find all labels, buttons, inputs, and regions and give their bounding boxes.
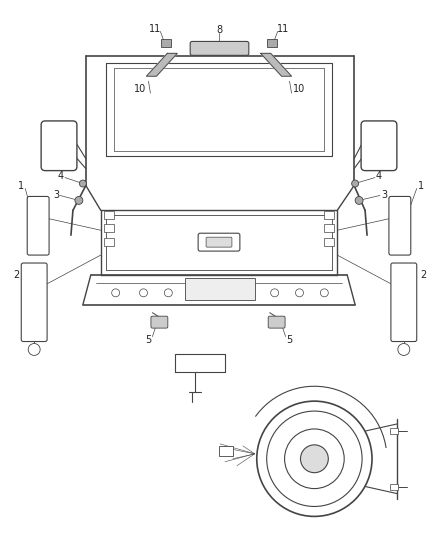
Circle shape bbox=[300, 445, 328, 473]
Text: 11: 11 bbox=[276, 23, 289, 34]
Text: 1: 1 bbox=[18, 181, 25, 190]
Bar bbox=[104, 212, 114, 219]
Text: 10: 10 bbox=[293, 84, 306, 94]
Bar bbox=[324, 212, 334, 219]
Text: 11: 11 bbox=[149, 23, 162, 34]
Circle shape bbox=[218, 289, 226, 297]
Text: 4: 4 bbox=[376, 171, 382, 181]
Bar bbox=[267, 39, 277, 47]
Bar bbox=[324, 238, 334, 246]
Circle shape bbox=[246, 289, 254, 297]
Text: 1: 1 bbox=[418, 181, 424, 190]
Text: 10: 10 bbox=[134, 84, 147, 94]
Circle shape bbox=[320, 289, 328, 297]
Circle shape bbox=[267, 411, 362, 506]
Text: 3: 3 bbox=[53, 190, 59, 200]
Text: 3: 3 bbox=[381, 190, 387, 200]
Circle shape bbox=[257, 401, 372, 516]
Circle shape bbox=[285, 429, 344, 489]
Text: 4: 4 bbox=[58, 171, 64, 181]
FancyBboxPatch shape bbox=[268, 316, 285, 328]
FancyBboxPatch shape bbox=[21, 263, 47, 342]
FancyBboxPatch shape bbox=[151, 316, 168, 328]
Circle shape bbox=[191, 289, 199, 297]
Text: 8: 8 bbox=[216, 25, 222, 35]
FancyBboxPatch shape bbox=[190, 42, 249, 55]
Polygon shape bbox=[146, 53, 177, 76]
Circle shape bbox=[271, 289, 279, 297]
Bar bbox=[324, 224, 334, 232]
Bar bbox=[219, 446, 233, 456]
FancyBboxPatch shape bbox=[27, 197, 49, 255]
FancyBboxPatch shape bbox=[361, 121, 397, 171]
FancyBboxPatch shape bbox=[391, 263, 417, 342]
Bar bbox=[390, 483, 398, 490]
Text: 5: 5 bbox=[286, 335, 293, 344]
Bar bbox=[104, 238, 114, 246]
Circle shape bbox=[355, 197, 363, 204]
Circle shape bbox=[75, 197, 83, 204]
Bar bbox=[104, 224, 114, 232]
Circle shape bbox=[140, 289, 148, 297]
Text: 2: 2 bbox=[13, 270, 19, 280]
Circle shape bbox=[398, 343, 410, 356]
Polygon shape bbox=[261, 53, 292, 76]
Bar bbox=[185, 278, 255, 300]
Circle shape bbox=[164, 289, 172, 297]
Bar bbox=[390, 428, 398, 434]
FancyBboxPatch shape bbox=[41, 121, 77, 171]
Text: 5: 5 bbox=[145, 335, 152, 344]
Circle shape bbox=[79, 180, 86, 187]
Text: 2: 2 bbox=[420, 270, 427, 280]
FancyBboxPatch shape bbox=[389, 197, 411, 255]
Circle shape bbox=[28, 343, 40, 356]
Bar bbox=[161, 39, 171, 47]
Circle shape bbox=[296, 289, 304, 297]
FancyBboxPatch shape bbox=[198, 233, 240, 251]
Circle shape bbox=[112, 289, 120, 297]
FancyBboxPatch shape bbox=[206, 237, 232, 247]
Circle shape bbox=[352, 180, 359, 187]
